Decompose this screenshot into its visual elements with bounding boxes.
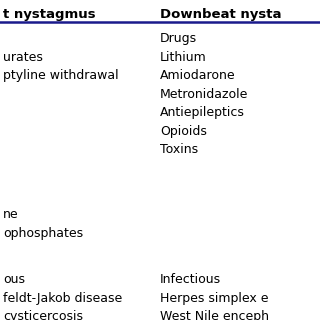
Text: cysticercosis: cysticercosis <box>3 310 83 320</box>
Text: t nystagmus: t nystagmus <box>3 8 96 21</box>
Text: ophosphates: ophosphates <box>3 227 83 240</box>
Text: Toxins: Toxins <box>160 143 198 156</box>
Text: Amiodarone: Amiodarone <box>160 69 236 82</box>
Text: West Nile enceph: West Nile enceph <box>160 310 269 320</box>
Text: Drugs: Drugs <box>160 32 197 45</box>
Text: Infectious: Infectious <box>160 273 221 286</box>
Text: urates: urates <box>3 51 43 64</box>
Text: Antiepileptics: Antiepileptics <box>160 106 245 119</box>
Text: ne: ne <box>3 208 19 221</box>
Text: Lithium: Lithium <box>160 51 207 64</box>
Text: ous: ous <box>3 273 25 286</box>
Text: Opioids: Opioids <box>160 125 207 138</box>
Text: Metronidazole: Metronidazole <box>160 88 248 101</box>
Text: ptyline withdrawal: ptyline withdrawal <box>3 69 119 82</box>
Text: Herpes simplex e: Herpes simplex e <box>160 292 268 305</box>
Text: feldt-Jakob disease: feldt-Jakob disease <box>3 292 123 305</box>
Text: Downbeat nysta: Downbeat nysta <box>160 8 282 21</box>
